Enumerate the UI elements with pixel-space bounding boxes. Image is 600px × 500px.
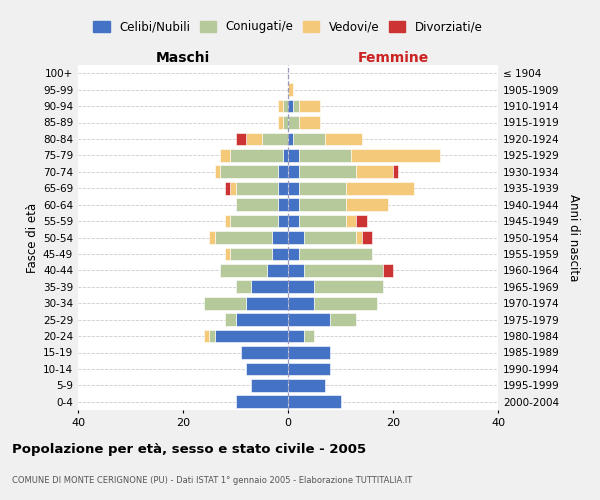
Bar	[209, 231, 215, 244]
Bar	[288, 198, 299, 211]
Bar	[277, 100, 283, 112]
Text: Maschi: Maschi	[156, 51, 210, 65]
Bar	[277, 166, 288, 178]
Bar	[230, 182, 235, 194]
Bar	[235, 198, 277, 211]
Bar	[346, 182, 414, 194]
Bar	[277, 116, 283, 129]
Bar	[299, 198, 346, 211]
Bar	[330, 313, 356, 326]
Bar	[267, 264, 288, 277]
Y-axis label: Anni di nascita: Anni di nascita	[566, 194, 580, 281]
Legend: Celibi/Nubili, Coniugati/e, Vedovi/e, Divorziati/e: Celibi/Nubili, Coniugati/e, Vedovi/e, Di…	[88, 16, 488, 38]
Bar	[299, 182, 346, 194]
Bar	[235, 313, 288, 326]
Bar	[209, 330, 215, 342]
Bar	[299, 248, 372, 260]
Bar	[235, 280, 251, 293]
Bar	[235, 396, 288, 408]
Bar	[288, 231, 304, 244]
Bar	[277, 198, 288, 211]
Bar	[356, 166, 393, 178]
Bar	[288, 248, 299, 260]
Bar	[230, 248, 272, 260]
Bar	[314, 297, 377, 310]
Bar	[288, 100, 293, 112]
Bar	[225, 214, 230, 228]
Bar	[351, 149, 440, 162]
Bar	[288, 396, 341, 408]
Bar	[288, 132, 293, 145]
Bar	[215, 166, 220, 178]
Bar	[215, 330, 288, 342]
Bar	[204, 330, 209, 342]
Bar	[235, 182, 277, 194]
Bar	[225, 313, 235, 326]
Bar	[356, 231, 361, 244]
Bar	[215, 231, 272, 244]
Bar	[383, 264, 393, 277]
Bar	[272, 248, 288, 260]
Bar	[246, 297, 288, 310]
Bar	[304, 231, 356, 244]
Bar	[288, 116, 299, 129]
Bar	[299, 100, 320, 112]
Bar	[299, 149, 351, 162]
Bar	[235, 132, 246, 145]
Bar	[288, 313, 330, 326]
Bar	[230, 149, 283, 162]
Bar	[288, 330, 304, 342]
Bar	[246, 132, 262, 145]
Bar	[288, 149, 299, 162]
Bar	[288, 280, 314, 293]
Bar	[288, 297, 314, 310]
Bar	[251, 379, 288, 392]
Bar	[230, 214, 277, 228]
Bar	[204, 297, 246, 310]
Bar	[288, 264, 304, 277]
Bar	[220, 166, 277, 178]
Bar	[288, 182, 299, 194]
Bar	[393, 166, 398, 178]
Bar	[299, 166, 356, 178]
Bar	[251, 280, 288, 293]
Bar	[283, 100, 288, 112]
Bar	[262, 132, 288, 145]
Bar	[225, 248, 230, 260]
Bar	[299, 214, 346, 228]
Bar	[293, 132, 325, 145]
Bar	[288, 362, 330, 376]
Bar	[346, 214, 356, 228]
Bar	[293, 100, 299, 112]
Bar	[325, 132, 361, 145]
Bar	[361, 231, 372, 244]
Bar	[283, 149, 288, 162]
Bar	[272, 231, 288, 244]
Text: Femmine: Femmine	[358, 51, 428, 65]
Bar	[241, 346, 288, 359]
Bar	[225, 182, 230, 194]
Bar	[356, 214, 367, 228]
Bar	[277, 214, 288, 228]
Bar	[288, 346, 330, 359]
Bar	[288, 379, 325, 392]
Text: COMUNE DI MONTE CERIGNONE (PU) - Dati ISTAT 1° gennaio 2005 - Elaborazione TUTTI: COMUNE DI MONTE CERIGNONE (PU) - Dati IS…	[12, 476, 412, 485]
Text: Popolazione per età, sesso e stato civile - 2005: Popolazione per età, sesso e stato civil…	[12, 442, 366, 456]
Bar	[346, 198, 388, 211]
Bar	[288, 166, 299, 178]
Bar	[277, 182, 288, 194]
Bar	[246, 362, 288, 376]
Y-axis label: Fasce di età: Fasce di età	[26, 202, 39, 272]
Bar	[283, 116, 288, 129]
Bar	[288, 83, 293, 96]
Bar	[304, 264, 383, 277]
Bar	[288, 214, 299, 228]
Bar	[314, 280, 383, 293]
Bar	[220, 264, 267, 277]
Bar	[220, 149, 230, 162]
Bar	[299, 116, 320, 129]
Bar	[304, 330, 314, 342]
